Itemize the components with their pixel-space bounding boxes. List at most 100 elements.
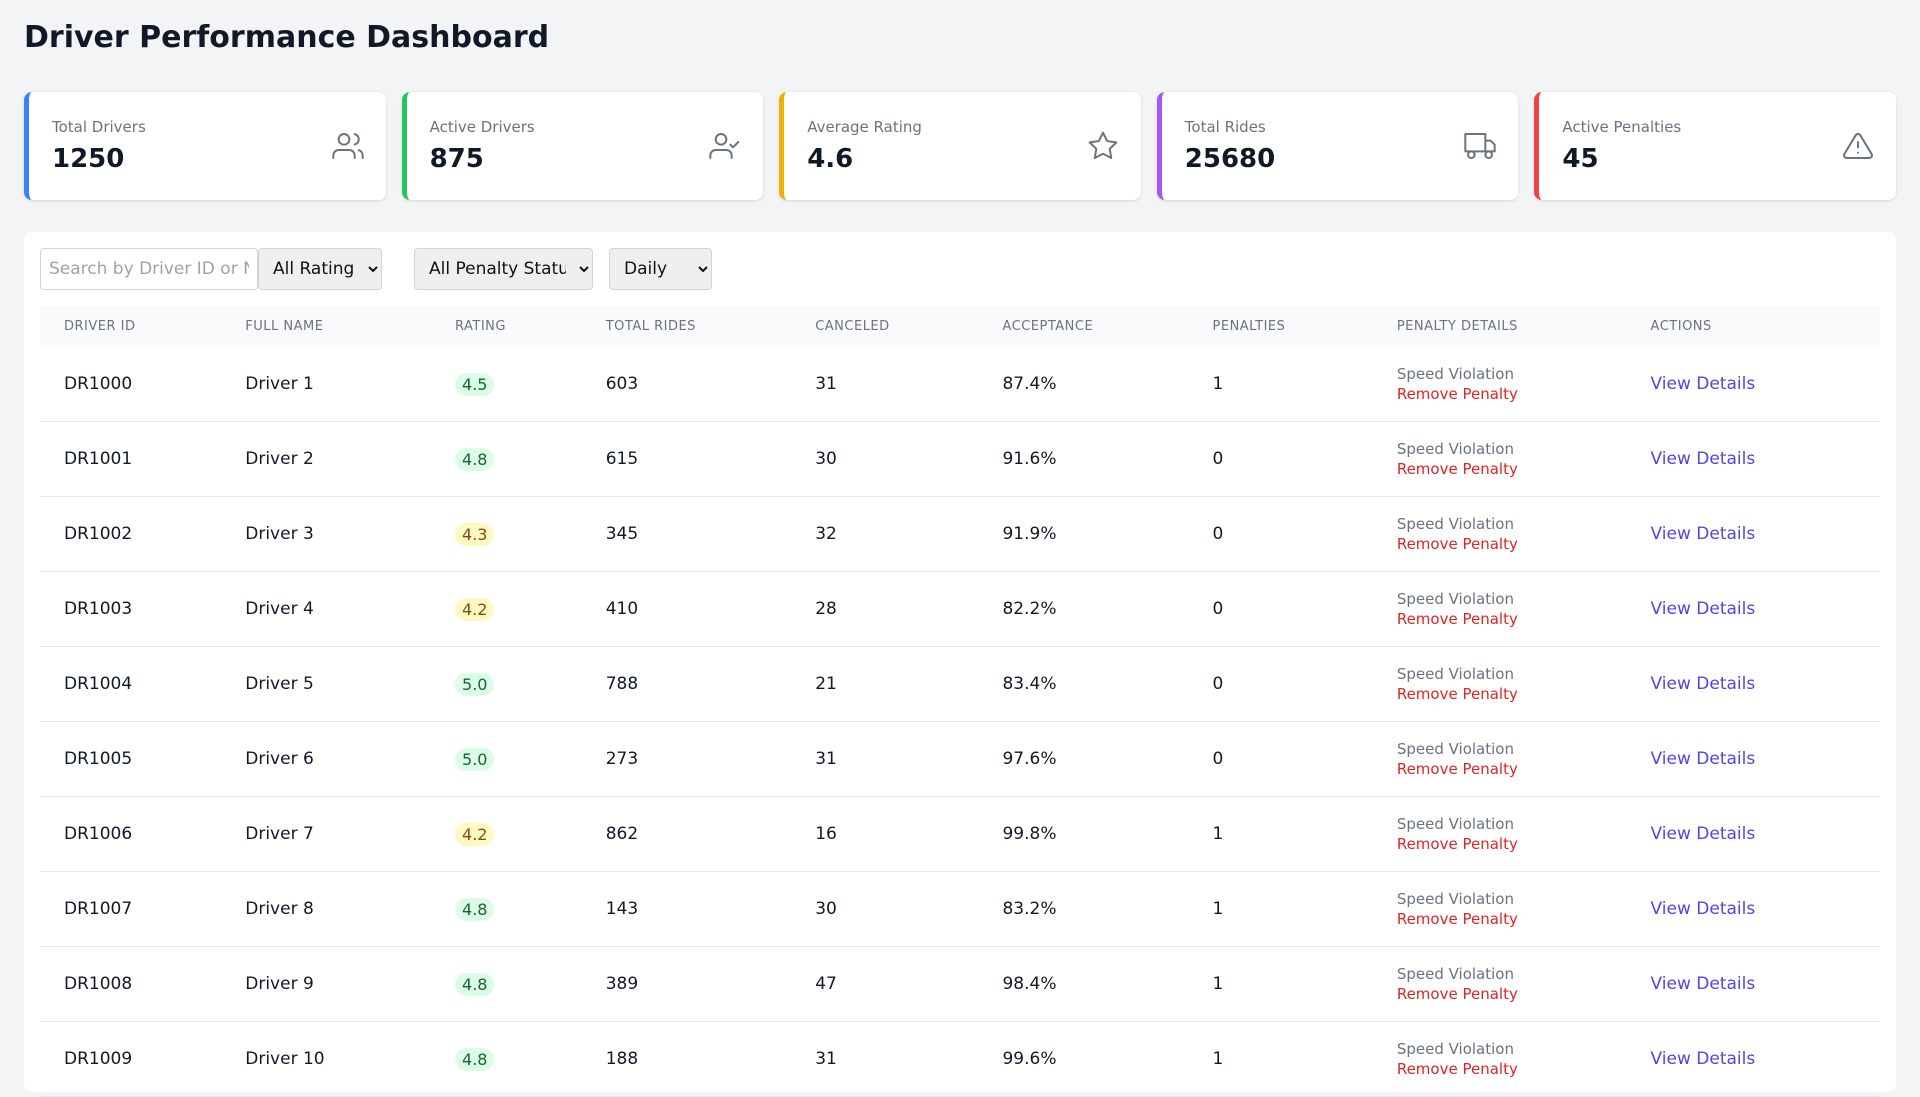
driver-row: DR1005 Driver 6 5.0 273 31 97.6% 0 Speed Violat…: [40, 721, 1880, 797]
cell: 83.4%: [1001, 646, 1212, 722]
actions-cell: View Details: [1649, 347, 1880, 422]
rating-badge: 4.2: [455, 597, 495, 621]
stat-card: Average Rating 4.6: [779, 92, 1141, 200]
cell: DR1006: [40, 796, 245, 872]
cell: Driver 3: [244, 496, 455, 572]
cell: 1: [1211, 347, 1396, 422]
view-details[interactable]: View Details: [1650, 674, 1756, 694]
penalty-detail: Speed Violation: [1396, 890, 1514, 908]
cell: 143: [604, 871, 815, 947]
cell: 0: [1211, 571, 1396, 647]
rating-filter[interactable]: All Ratings: [258, 248, 382, 290]
stat-icon: [1464, 133, 1497, 159]
cell: 273: [604, 721, 815, 797]
view-details[interactable]: View Details: [1650, 524, 1756, 544]
cell: Driver 10: [244, 1021, 455, 1097]
rating-badge: 5.0: [455, 747, 495, 771]
penalty-detail: Speed Violation: [1396, 515, 1514, 533]
cell: Driver 5: [244, 646, 455, 722]
driver-row: DR1008 Driver 9 4.8 389 47 98.4% 1 Speed Violat…: [40, 946, 1880, 1022]
remove-penalty[interactable]: Remove Penalty: [1396, 985, 1518, 1003]
remove-penalty[interactable]: Remove Penalty: [1396, 835, 1518, 853]
penalty-detail: Speed Violation: [1396, 1040, 1514, 1058]
rating-badge: 5.0: [455, 672, 495, 696]
rating-cell: 5.0: [454, 721, 605, 797]
stat-card: Active Penalties 45: [1534, 92, 1896, 200]
actions-cell: View Details: [1649, 796, 1880, 872]
cell: DR1003: [40, 571, 245, 647]
period-filter[interactable]: Daily: [609, 248, 712, 290]
rating-cell: 4.2: [454, 796, 605, 872]
cell: 98.4%: [1001, 946, 1212, 1022]
column-header: TOTAL RIDES: [604, 306, 815, 347]
cell: 0: [1211, 646, 1396, 722]
rating-badge: 4.8: [455, 447, 495, 471]
rating-cell: 4.8: [454, 421, 605, 497]
remove-penalty[interactable]: Remove Penalty: [1396, 610, 1518, 628]
cell: DR1004: [40, 646, 245, 722]
cell: 83.2%: [1001, 871, 1212, 947]
actions-cell: View Details: [1649, 946, 1880, 1022]
driver-row: DR1000 Driver 1 4.5 603 31 87.4% 1 Speed Violat…: [40, 347, 1880, 422]
actions-cell: View Details: [1649, 421, 1880, 497]
stat-icon: [331, 133, 364, 159]
driver-row: DR1009 Driver 10 4.8 188 31 99.6% 1 Speed Viola…: [40, 1021, 1880, 1097]
remove-penalty[interactable]: Remove Penalty: [1396, 685, 1518, 703]
cell: 47: [814, 946, 1002, 1022]
remove-penalty[interactable]: Remove Penalty: [1396, 535, 1518, 553]
driver-row: DR1001 Driver 2 4.8 615 30 91.6% 0 Speed Violat…: [40, 421, 1880, 497]
view-details[interactable]: View Details: [1650, 749, 1756, 769]
stat-cards: Total Drivers 1250 Active Drivers 875 Averag…: [24, 92, 1896, 200]
stat-value: 1250: [52, 144, 125, 174]
remove-penalty[interactable]: Remove Penalty: [1396, 460, 1518, 478]
view-details[interactable]: View Details: [1650, 974, 1756, 994]
cell: 345: [604, 496, 815, 572]
cell: 31: [814, 1021, 1002, 1097]
remove-penalty[interactable]: Remove Penalty: [1396, 1060, 1518, 1078]
cell: Driver 1: [244, 347, 455, 422]
penalty-detail: Speed Violation: [1396, 440, 1514, 458]
cell: Driver 6: [244, 721, 455, 797]
view-details[interactable]: View Details: [1650, 899, 1756, 919]
view-details[interactable]: View Details: [1650, 824, 1756, 844]
column-header: ACTIONS: [1649, 306, 1880, 347]
remove-penalty[interactable]: Remove Penalty: [1396, 385, 1518, 403]
cell: 862: [604, 796, 815, 872]
view-details[interactable]: View Details: [1650, 449, 1756, 469]
penalty-filter[interactable]: All Penalty Status: [414, 248, 593, 290]
column-header: ACCEPTANCE: [1001, 306, 1212, 347]
remove-penalty[interactable]: Remove Penalty: [1396, 760, 1518, 778]
cell: 410: [604, 571, 815, 647]
driver-row: DR1002 Driver 3 4.3 345 32 91.9% 0 Speed Violat…: [40, 496, 1880, 572]
penalty-cell: Speed Violation Remove Penalty: [1395, 496, 1650, 572]
rating-badge: 4.2: [455, 822, 495, 846]
rating-cell: 5.0: [454, 646, 605, 722]
column-header: DRIVER ID: [40, 306, 245, 347]
rating-badge: 4.3: [455, 522, 495, 546]
rating-badge: 4.8: [455, 1047, 495, 1071]
cell: 1: [1211, 871, 1396, 947]
penalty-detail: Speed Violation: [1396, 965, 1514, 983]
stat-label: Total Drivers: [52, 118, 146, 136]
penalty-cell: Speed Violation Remove Penalty: [1395, 946, 1650, 1022]
search-input[interactable]: [40, 248, 258, 290]
penalty-detail: Speed Violation: [1396, 815, 1514, 833]
remove-penalty[interactable]: Remove Penalty: [1396, 910, 1518, 928]
view-details[interactable]: View Details: [1650, 374, 1756, 394]
cell: 16: [814, 796, 1002, 872]
penalty-cell: Speed Violation Remove Penalty: [1395, 571, 1650, 647]
cell: 91.6%: [1001, 421, 1212, 497]
penalty-cell: Speed Violation Remove Penalty: [1395, 796, 1650, 872]
column-header: RATING: [454, 306, 605, 347]
stat-label: Active Penalties: [1562, 118, 1682, 136]
cell: Driver 2: [244, 421, 455, 497]
stat-icon: [1843, 132, 1873, 159]
actions-cell: View Details: [1649, 496, 1880, 572]
cell: DR1007: [40, 871, 245, 947]
cell: 91.9%: [1001, 496, 1212, 572]
cell: 99.8%: [1001, 796, 1212, 872]
view-details[interactable]: View Details: [1650, 599, 1756, 619]
view-details[interactable]: View Details: [1650, 1049, 1756, 1069]
